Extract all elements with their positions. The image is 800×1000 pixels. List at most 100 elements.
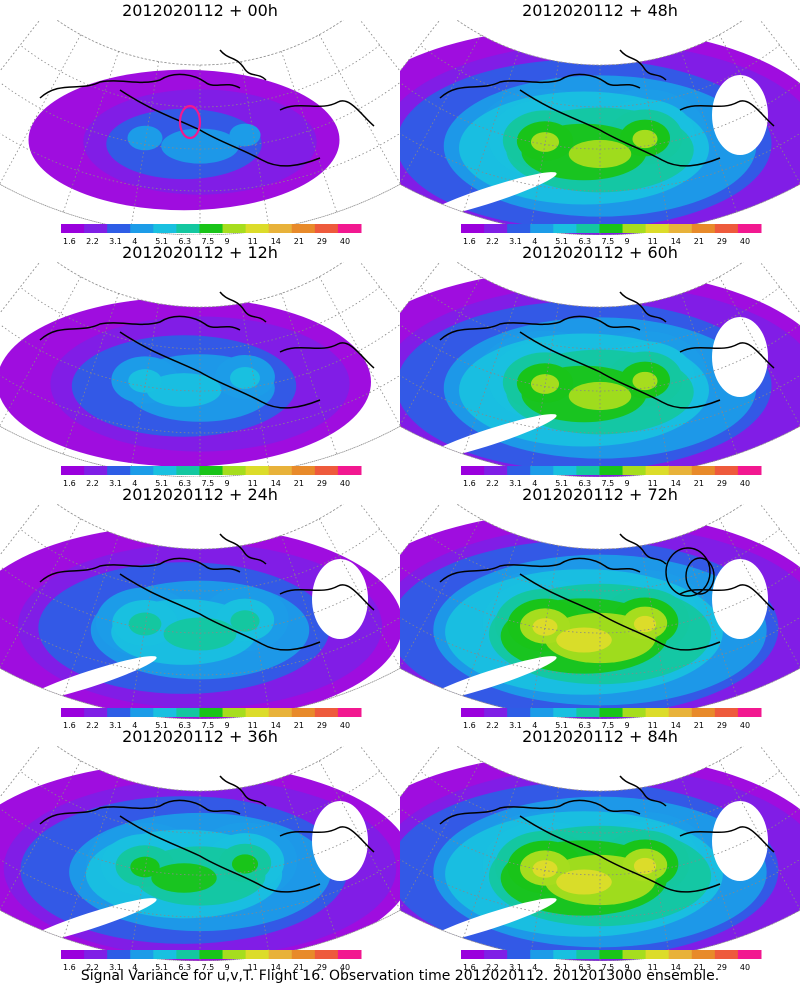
colorbar-swatch (553, 466, 577, 475)
colorbar-swatch (553, 224, 577, 233)
colorbar-swatch (176, 466, 200, 475)
colorbar-swatch (691, 224, 716, 233)
colorbar-label: 29 (717, 963, 727, 972)
colorbar-label: 1.6 (463, 963, 476, 972)
colorbar-label: 6.3 (578, 721, 591, 730)
colorbar-swatch (314, 708, 339, 717)
colorbar-label: 5.1 (555, 479, 568, 488)
colorbar-label: 2.2 (86, 479, 99, 488)
colorbar-label: 5.1 (155, 479, 168, 488)
colorbar-label: 40 (340, 963, 350, 972)
colorbar-label: 4 (532, 963, 537, 972)
colorbar-label: 6.3 (178, 721, 191, 730)
colorbar-label: 1.6 (63, 237, 76, 246)
coastline (439, 291, 775, 409)
map-plot (400, 504, 800, 719)
colorbar-swatch (691, 466, 716, 475)
colorbar-swatch (737, 950, 762, 959)
colorbar-swatch (84, 466, 108, 475)
forecast-panel: 2012020112 + 24h 1.6 2.2 3.1 4 5.1 6.3 7.5 9 11 14… (0, 484, 400, 730)
colorbar-swatch (291, 466, 316, 475)
colorbar-label: 1.6 (463, 479, 476, 488)
colorbar-swatch (153, 708, 177, 717)
colorbar-swatch (61, 224, 85, 233)
colorbar-label: 2.2 (486, 963, 499, 972)
graticule (0, 262, 400, 477)
colorbar-label: 6.3 (178, 237, 191, 246)
forecast-panel: 2012020112 + 48h 1.6 2.2 3.1 4 5.1 6.3 7.5 9 11 14… (400, 0, 800, 246)
colorbar-label: 40 (340, 721, 350, 730)
colorbar-swatch (645, 466, 670, 475)
colorbar-swatch (176, 224, 200, 233)
colorbar-swatch (668, 708, 693, 717)
colorbar-swatch (691, 950, 716, 959)
colorbar-swatch (245, 950, 270, 959)
forecast-panel: 2012020112 + 12h 1.6 2.2 3.1 4 5.1 6.3 7.5 9 11 14… (0, 242, 400, 488)
colorbar-swatch (84, 950, 108, 959)
colorbar-swatch (61, 708, 85, 717)
map-plot (0, 504, 400, 719)
colorbar: 1.6 2.2 3.1 4 5.1 6.3 7.5 9 11 14 21 29 40 (61, 708, 362, 730)
colorbar-label: 9 (625, 237, 630, 246)
variance-field (400, 27, 800, 235)
colorbar-label: 7.5 (201, 721, 214, 730)
colorbar-label: 29 (317, 479, 327, 488)
colorbar-label: 29 (717, 479, 727, 488)
colorbar-swatch (553, 708, 577, 717)
colorbar-swatch (153, 950, 177, 959)
colorbar-swatch (507, 466, 531, 475)
colorbar-swatch (645, 950, 670, 959)
colorbar-label: 29 (717, 721, 727, 730)
colorbar-label: 4 (532, 479, 537, 488)
colorbar-swatch (530, 466, 554, 475)
colorbar-swatch (107, 224, 131, 233)
colorbar-swatch (130, 466, 154, 475)
graticule (0, 504, 400, 719)
colorbar-label: 7.5 (201, 479, 214, 488)
colorbar-label: 21 (694, 963, 704, 972)
colorbar-swatch (291, 708, 316, 717)
colorbar-label: 21 (694, 237, 704, 246)
colorbar-swatch (714, 708, 739, 717)
colorbar-swatch (484, 708, 508, 717)
colorbar-swatch (668, 950, 693, 959)
colorbar-swatch (107, 950, 131, 959)
colorbar-swatch (622, 466, 647, 475)
colorbar-label: 14 (271, 721, 281, 730)
colorbar-swatch (484, 466, 508, 475)
colorbar-label: 14 (671, 237, 681, 246)
variance-field (400, 269, 800, 477)
forecast-panel: 2012020112 + 60h 1.6 2.2 3.1 4 5.1 6.3 7.5 9 11 14… (400, 242, 800, 488)
colorbar-label: 7.5 (201, 963, 214, 972)
colorbar-label: 4 (532, 237, 537, 246)
colorbar-swatch (61, 466, 85, 475)
colorbar-label: 3.1 (109, 721, 122, 730)
colorbar: 1.6 2.2 3.1 4 5.1 6.3 7.5 9 11 14 21 29 40 (61, 224, 362, 246)
colorbar-swatch (599, 466, 624, 475)
colorbar-label: 11 (648, 237, 658, 246)
colorbar-swatch (553, 950, 577, 959)
colorbar-label: 14 (271, 479, 281, 488)
colorbar-swatch (599, 224, 624, 233)
panel-title: 2012020112 + 12h (122, 243, 278, 262)
colorbar-swatch (199, 466, 224, 475)
forecast-panel: 2012020112 + 72h 1.6 2.2 3.1 4 5.1 6.3 7.5 9 11 14… (400, 484, 800, 730)
colorbar-label: 6.3 (578, 237, 591, 246)
colorbar-label: 11 (248, 237, 258, 246)
colorbar-label: 21 (694, 479, 704, 488)
forecast-panel: 2012020112 + 36h 1.6 2.2 3.1 4 5.1 6.3 7.5 9 11 14… (0, 726, 400, 972)
colorbar-label: 7.5 (601, 963, 614, 972)
colorbar-swatch (645, 224, 670, 233)
colorbar-swatch (622, 708, 647, 717)
colorbar-label: 6.3 (178, 479, 191, 488)
colorbar-swatch (484, 950, 508, 959)
map-plot (400, 262, 800, 477)
panel-title: 2012020112 + 72h (522, 485, 678, 504)
variance-field (400, 753, 800, 961)
max-contour (665, 547, 711, 597)
colorbar-label: 11 (248, 479, 258, 488)
colorbar-label: 5.1 (555, 721, 568, 730)
coastline (439, 775, 775, 893)
colorbar: 1.6 2.2 3.1 4 5.1 6.3 7.5 9 11 14 21 29 40 (461, 708, 762, 730)
colorbar-label: 40 (340, 237, 350, 246)
